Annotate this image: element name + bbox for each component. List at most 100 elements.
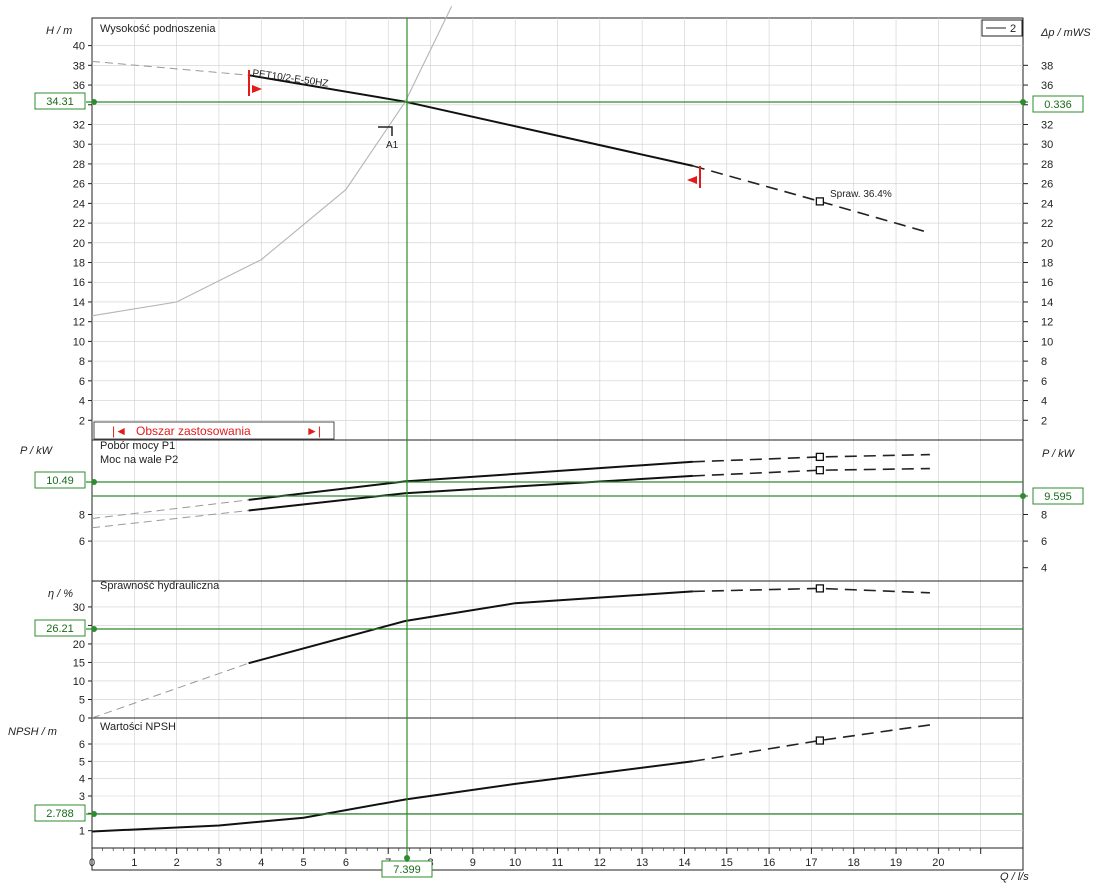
y-tick-label: 2 bbox=[79, 415, 85, 427]
x-tick-label: 3 bbox=[216, 857, 222, 869]
value-box-power-right: 9.595 bbox=[1032, 487, 1084, 505]
value-efficiency-left: 26.21 bbox=[46, 623, 74, 635]
value-head-left: 34.31 bbox=[46, 96, 74, 108]
y-tick-label-right: 8 bbox=[1041, 509, 1047, 521]
legend-label: 2 bbox=[1010, 23, 1016, 35]
y-tick-label: 6 bbox=[79, 536, 85, 548]
x-tick-label: 10 bbox=[509, 857, 521, 869]
y-tick-label-right: 8 bbox=[1041, 356, 1047, 368]
y-tick-label-right: 6 bbox=[1041, 536, 1047, 548]
y-tick-label: 38 bbox=[73, 60, 85, 72]
y-tick-label: 20 bbox=[73, 238, 85, 250]
y-tick-label: 16 bbox=[73, 277, 85, 289]
range-left-arrow: |◄ bbox=[112, 424, 127, 438]
x-tick-label: 16 bbox=[763, 857, 775, 869]
value-box-q-bottom: 7.399 bbox=[381, 860, 433, 878]
y-tick-label: 12 bbox=[73, 317, 85, 329]
series-curve bbox=[91, 662, 249, 719]
head-y-label: H / m bbox=[46, 25, 72, 37]
series-curve bbox=[248, 74, 694, 167]
y-tick-label: 30 bbox=[73, 602, 85, 614]
power-panel-title-1: Pobór mocy P1 bbox=[100, 440, 175, 452]
x-tick-label: 11 bbox=[552, 857, 563, 869]
x-tick-label: 9 bbox=[470, 857, 476, 869]
y-tick-label: 8 bbox=[79, 509, 85, 521]
value-npsh-left: 2.788 bbox=[46, 808, 74, 820]
x-axis-label: Q / l/s bbox=[1000, 871, 1029, 883]
y-tick-label: 26 bbox=[73, 179, 85, 191]
x-tick-label: 0 bbox=[89, 857, 95, 869]
grid-layer bbox=[92, 18, 1023, 848]
y-tick-label: 5 bbox=[79, 756, 85, 768]
series-curve bbox=[692, 165, 931, 234]
range-right-arrow: ►| bbox=[306, 424, 321, 438]
y-tick-label: 40 bbox=[73, 41, 85, 53]
series-curve bbox=[91, 510, 249, 529]
curves-layer bbox=[91, 5, 931, 833]
value-q-bottom: 7.399 bbox=[393, 864, 421, 876]
y-tick-label-right: 6 bbox=[1041, 376, 1047, 388]
y-tick-label-right: 38 bbox=[1041, 60, 1053, 72]
y-tick-label: 10 bbox=[73, 676, 85, 688]
y-tick-label-right: 14 bbox=[1041, 297, 1053, 309]
x-tick-label: 19 bbox=[890, 857, 902, 869]
power-y-label: P / kW bbox=[20, 445, 54, 457]
series-curve bbox=[91, 760, 694, 833]
y-tick-label-right: 36 bbox=[1041, 80, 1053, 92]
x-tick-label: 17 bbox=[805, 857, 817, 869]
range-limit-markers bbox=[248, 70, 701, 188]
curve-marker bbox=[815, 197, 825, 206]
y-tick-label-right: 4 bbox=[1041, 563, 1047, 575]
y-tick-label: 3 bbox=[79, 791, 85, 803]
head-y-label-right: Δp / mWS bbox=[1040, 27, 1091, 39]
curve-marker bbox=[815, 452, 825, 462]
y-tick-label: 5 bbox=[79, 694, 85, 706]
y-tick-label-right: 20 bbox=[1041, 238, 1053, 250]
y-tick-label: 8 bbox=[79, 356, 85, 368]
y-tick-label: 10 bbox=[73, 336, 85, 348]
operating-guides bbox=[86, 18, 1028, 862]
operating-point-marker bbox=[378, 126, 393, 136]
y-tick-label: 28 bbox=[73, 159, 85, 171]
x-tick-label: 14 bbox=[678, 857, 690, 869]
y-tick-label: 4 bbox=[79, 774, 85, 786]
operating-point-label: A1 bbox=[386, 140, 399, 151]
y-tick-label-right: 18 bbox=[1041, 258, 1053, 270]
y-tick-label-right: 30 bbox=[1041, 139, 1053, 151]
efficiency-label: Spraw. 36.4% bbox=[830, 189, 892, 200]
y-tick-label: 14 bbox=[73, 297, 85, 309]
x-tick-label: 15 bbox=[721, 857, 733, 869]
curve-marker bbox=[815, 466, 825, 475]
y-tick-label: 0 bbox=[79, 713, 85, 725]
y-tick-label: 22 bbox=[73, 218, 85, 230]
x-tick-label: 4 bbox=[258, 857, 264, 869]
npsh-panel-title: Wartości NPSH bbox=[100, 721, 176, 733]
value-power-left: 10.49 bbox=[46, 475, 74, 487]
y-tick-label-right: 24 bbox=[1041, 198, 1053, 210]
series-curve bbox=[91, 60, 249, 76]
x-tick-label: 5 bbox=[301, 857, 307, 869]
head-panel-title: Wysokość podnoszenia bbox=[100, 23, 216, 35]
series-curve bbox=[248, 460, 693, 501]
efficiency-y-label: η / % bbox=[48, 588, 73, 600]
value-box-head-right: 0.336 bbox=[1032, 95, 1084, 113]
power-panel-title-2: Moc na wale P2 bbox=[100, 454, 178, 466]
value-box-npsh-left: 2.788 bbox=[34, 804, 86, 822]
y-tick-label: 20 bbox=[73, 639, 85, 651]
y-tick-label: 30 bbox=[73, 139, 85, 151]
x-tick-label: 20 bbox=[932, 857, 944, 869]
value-box-efficiency-left: 26.21 bbox=[34, 619, 86, 637]
y-tick-label: 6 bbox=[79, 376, 85, 388]
x-tick-label: 6 bbox=[343, 857, 349, 869]
guide-dots bbox=[91, 99, 1026, 861]
x-tick-label: 13 bbox=[636, 857, 648, 869]
y-tick-label-right: 16 bbox=[1041, 277, 1053, 289]
x-tick-label: 18 bbox=[848, 857, 860, 869]
y-tick-label-right: 12 bbox=[1041, 317, 1053, 329]
y-tick-label-right: 2 bbox=[1041, 415, 1047, 427]
application-range-bar: Obszar zastosowania |◄ ►| bbox=[93, 421, 335, 440]
value-box-head-left: 34.31 bbox=[34, 92, 86, 110]
y-tick-label-right: 22 bbox=[1041, 218, 1053, 230]
application-range-label: Obszar zastosowania bbox=[136, 424, 251, 438]
